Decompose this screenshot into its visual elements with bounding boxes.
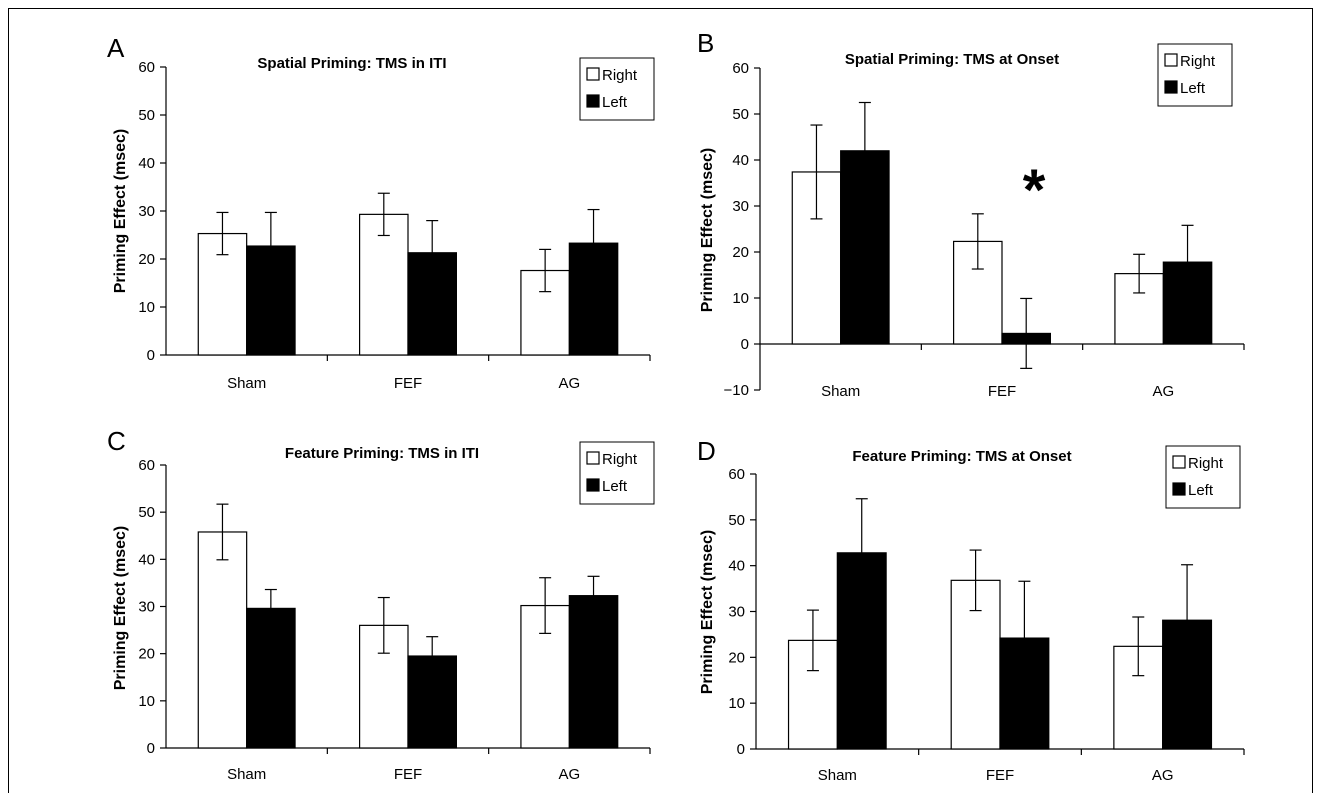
y-tick-label: 0: [737, 741, 745, 758]
legend-label-left: Left: [1188, 482, 1214, 499]
y-tick-label: 30: [728, 604, 745, 621]
legend-swatch-right: [587, 452, 599, 464]
legend-label-right: Right: [602, 67, 638, 84]
legend-swatch-left: [587, 95, 599, 107]
y-axis-label: Priming Effect (msec): [112, 526, 129, 690]
panel-letter: C: [107, 426, 126, 456]
legend-label-left: Left: [602, 94, 628, 111]
x-tick-label: AG: [1152, 383, 1174, 400]
y-tick-label: 20: [138, 646, 155, 663]
legend-swatch-right: [1173, 456, 1185, 468]
legend-label-right: Right: [602, 451, 638, 468]
x-tick-label: AG: [558, 375, 580, 392]
chart-title: Spatial Priming: TMS in ITI: [257, 55, 446, 72]
x-tick-label: Sham: [818, 767, 857, 784]
y-axis-label: Priming Effect (msec): [112, 129, 129, 293]
x-tick-label: FEF: [394, 375, 422, 392]
y-tick-label: 40: [138, 551, 155, 568]
legend-swatch-right: [587, 68, 599, 80]
significance-star: *: [1023, 158, 1046, 223]
x-tick-label: AG: [558, 766, 580, 783]
bar-right: [198, 532, 246, 748]
chart-panel-A: A Spatial Priming: TMS in ITI Priming Effe…: [107, 33, 654, 392]
y-tick-label: 60: [138, 59, 155, 76]
y-tick-label: 50: [732, 106, 749, 123]
y-tick-label: 10: [732, 290, 749, 307]
y-tick-label: 0: [147, 347, 155, 364]
y-tick-label: 10: [138, 693, 155, 710]
legend-swatch-left: [587, 479, 599, 491]
y-tick-label: 40: [732, 152, 749, 169]
x-tick-label: FEF: [986, 767, 1014, 784]
y-axis-label: Priming Effect (msec): [699, 530, 716, 694]
panel-letter: A: [107, 33, 125, 63]
legend-swatch-left: [1165, 81, 1177, 93]
chart-panel-D: D Feature Priming: TMS at Onset Priming Ef…: [697, 436, 1244, 784]
panel-letter: D: [697, 436, 716, 466]
y-tick-label: 0: [147, 740, 155, 757]
legend-label-right: Right: [1188, 455, 1224, 472]
y-tick-label: 30: [138, 599, 155, 616]
y-tick-label: −10: [724, 382, 749, 399]
y-tick-label: 30: [732, 198, 749, 215]
y-tick-label: 50: [728, 512, 745, 529]
y-tick-label: 10: [138, 299, 155, 316]
x-tick-label: FEF: [394, 766, 422, 783]
bar-left: [247, 608, 295, 748]
chart-panel-C: C Feature Priming: TMS in ITI Priming Effe…: [107, 426, 654, 783]
y-tick-label: 60: [138, 457, 155, 474]
legend-swatch-left: [1173, 483, 1185, 495]
y-tick-label: 50: [138, 504, 155, 521]
panel-letter: B: [697, 28, 714, 58]
y-tick-label: 40: [138, 155, 155, 172]
chart-panel-B: B Spatial Priming: TMS at Onset Priming Ef…: [697, 28, 1244, 400]
y-tick-label: 60: [732, 60, 749, 77]
y-tick-label: 20: [728, 649, 745, 666]
legend-label-left: Left: [602, 478, 628, 495]
x-tick-label: Sham: [821, 383, 860, 400]
y-tick-label: 20: [732, 244, 749, 261]
legend-label-right: Right: [1180, 53, 1216, 70]
chart-title: Feature Priming: TMS at Onset: [852, 448, 1071, 465]
y-tick-label: 50: [138, 107, 155, 124]
chart-title: Spatial Priming: TMS at Onset: [845, 51, 1059, 68]
x-tick-label: AG: [1152, 767, 1174, 784]
y-tick-label: 40: [728, 558, 745, 575]
legend-label-left: Left: [1180, 80, 1206, 97]
x-tick-label: Sham: [227, 766, 266, 783]
y-tick-label: 0: [741, 336, 749, 353]
y-tick-label: 60: [728, 466, 745, 483]
chart-title: Feature Priming: TMS in ITI: [285, 445, 479, 462]
y-tick-label: 30: [138, 203, 155, 220]
y-axis-label: Priming Effect (msec): [699, 148, 716, 312]
bar-left: [569, 596, 617, 748]
legend-swatch-right: [1165, 54, 1177, 66]
x-tick-label: Sham: [227, 375, 266, 392]
y-tick-label: 20: [138, 251, 155, 268]
x-tick-label: FEF: [988, 383, 1016, 400]
y-tick-label: 10: [728, 695, 745, 712]
